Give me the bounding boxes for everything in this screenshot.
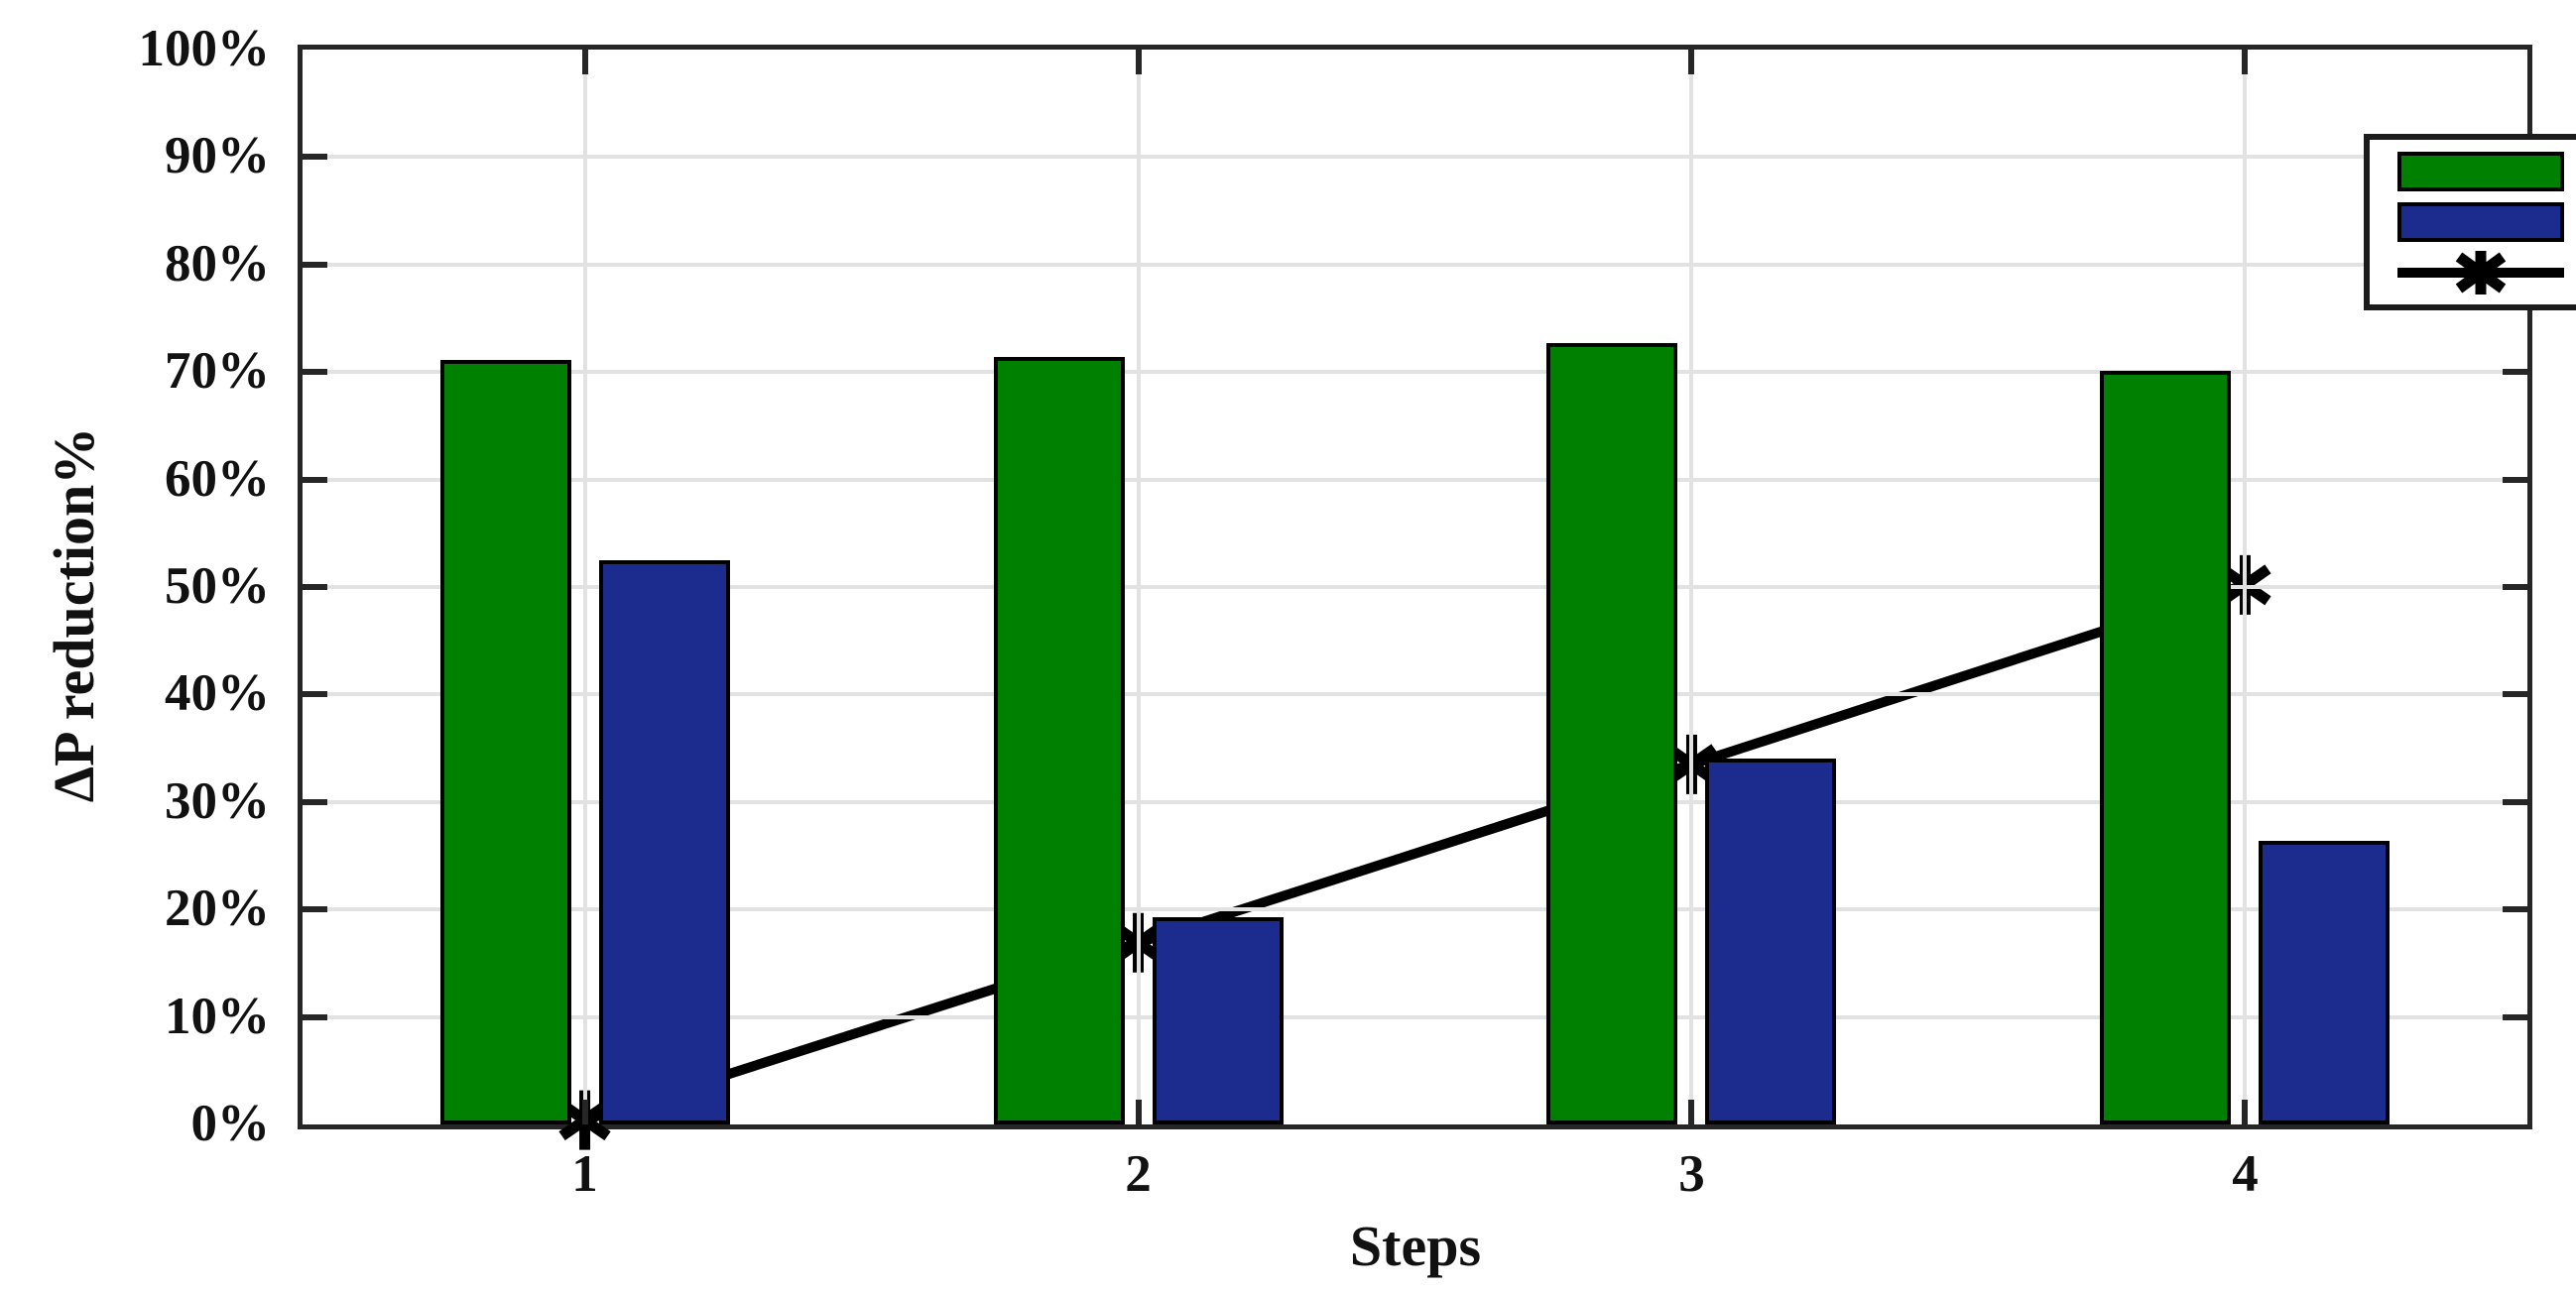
y-gridline-50: [303, 585, 2527, 589]
y-tick-left-10: [303, 1013, 327, 1020]
x-tick-bottom-3: [1688, 1100, 1695, 1124]
y-tick-left-70: [303, 369, 327, 376]
bar-case-b-step-1: [439, 360, 571, 1124]
y-tick-label-10%: 10%: [165, 987, 270, 1045]
bar-case-c-step-4: [2259, 840, 2391, 1124]
legend-row-delta-s: ΔS%: [2370, 248, 2576, 297]
x-tick-label-2: 2: [1125, 1145, 1152, 1203]
y-gridline-30: [303, 799, 2527, 804]
y-tick-left-50: [303, 584, 327, 590]
y-gridline-70: [303, 370, 2527, 375]
x-tick-top-3: [1688, 50, 1695, 74]
y-tick-label-60%: 60%: [165, 449, 270, 508]
y-tick-left-40: [303, 691, 327, 698]
legend: Case B Case C ΔS%: [2364, 134, 2576, 310]
y-tick-right-20: [2503, 906, 2527, 913]
x-tick-label-1: 1: [571, 1145, 598, 1203]
legend-swatch-case-c: [2397, 201, 2564, 242]
y-tick-label-0%: 0%: [190, 1095, 271, 1152]
bar-case-c-step-3: [1705, 759, 1837, 1124]
y-tick-left-30: [303, 798, 327, 805]
y-tick-left-60: [303, 476, 327, 483]
x-tick-bottom-1: [581, 1100, 588, 1124]
x-tick-top-4: [2242, 50, 2249, 74]
y-tick-left-20: [303, 906, 327, 913]
x-tick-bottom-4: [2242, 1100, 2249, 1124]
y-tick-label-70%: 70%: [165, 342, 270, 401]
bar-case-c-step-1: [598, 559, 730, 1124]
y-axis-title: ΔP reduction%: [42, 426, 106, 803]
plot-area: Case B Case C ΔS%: [298, 45, 2576, 1150]
y-tick-right-60: [2503, 476, 2527, 483]
bar-case-b-step-4: [2100, 371, 2232, 1124]
y-gridline-80: [303, 262, 2527, 267]
y-tick-label-90%: 90%: [165, 127, 270, 185]
x-axis-title: Steps: [1349, 1214, 1482, 1278]
x-tick-label-4: 4: [2232, 1145, 2259, 1203]
y-gridline-90: [303, 155, 2527, 160]
x-gridline-2: [1136, 50, 1141, 1124]
legend-row-case-c: Case C: [2370, 197, 2576, 247]
y-tick-right-50: [2503, 584, 2527, 590]
bar-case-c-step-2: [1152, 916, 1284, 1124]
x-gridline-1: [582, 50, 587, 1124]
delta-s-line: [583, 580, 2247, 1125]
y-tick-label-40%: 40%: [165, 664, 270, 723]
y-tick-left-80: [303, 261, 327, 268]
bar-case-b-step-3: [1546, 342, 1678, 1124]
y-tick-right-70: [2503, 369, 2527, 376]
y-tick-left-90: [303, 154, 327, 161]
x-tick-bottom-2: [1135, 1100, 1142, 1124]
y-tick-right-40: [2503, 691, 2527, 698]
x-tick-top-2: [1135, 50, 1142, 74]
x-gridline-3: [1689, 50, 1694, 1124]
y-gridline-40: [303, 692, 2527, 697]
x-gridline-4: [2243, 50, 2248, 1124]
legend-line-asterisk-icon: [2397, 251, 2564, 295]
y-tick-label-50%: 50%: [165, 557, 270, 615]
bar-case-b-step-2: [993, 357, 1125, 1124]
legend-row-case-b: Case B: [2370, 147, 2576, 196]
legend-swatch-case-b: [2397, 151, 2564, 191]
y-tick-label-100%: 100%: [138, 20, 271, 77]
y-gridline-10: [303, 1014, 2527, 1019]
y-tick-right-30: [2503, 798, 2527, 805]
x-tick-top-1: [581, 50, 588, 74]
y-gridline-60: [303, 477, 2527, 482]
y-tick-label-20%: 20%: [165, 880, 270, 938]
y-gridline-20: [303, 907, 2527, 912]
y-tick-right-10: [2503, 1013, 2527, 1020]
y-tick-label-30%: 30%: [165, 771, 270, 830]
x-tick-label-3: 3: [1678, 1145, 1705, 1203]
y-tick-label-80%: 80%: [165, 234, 270, 293]
